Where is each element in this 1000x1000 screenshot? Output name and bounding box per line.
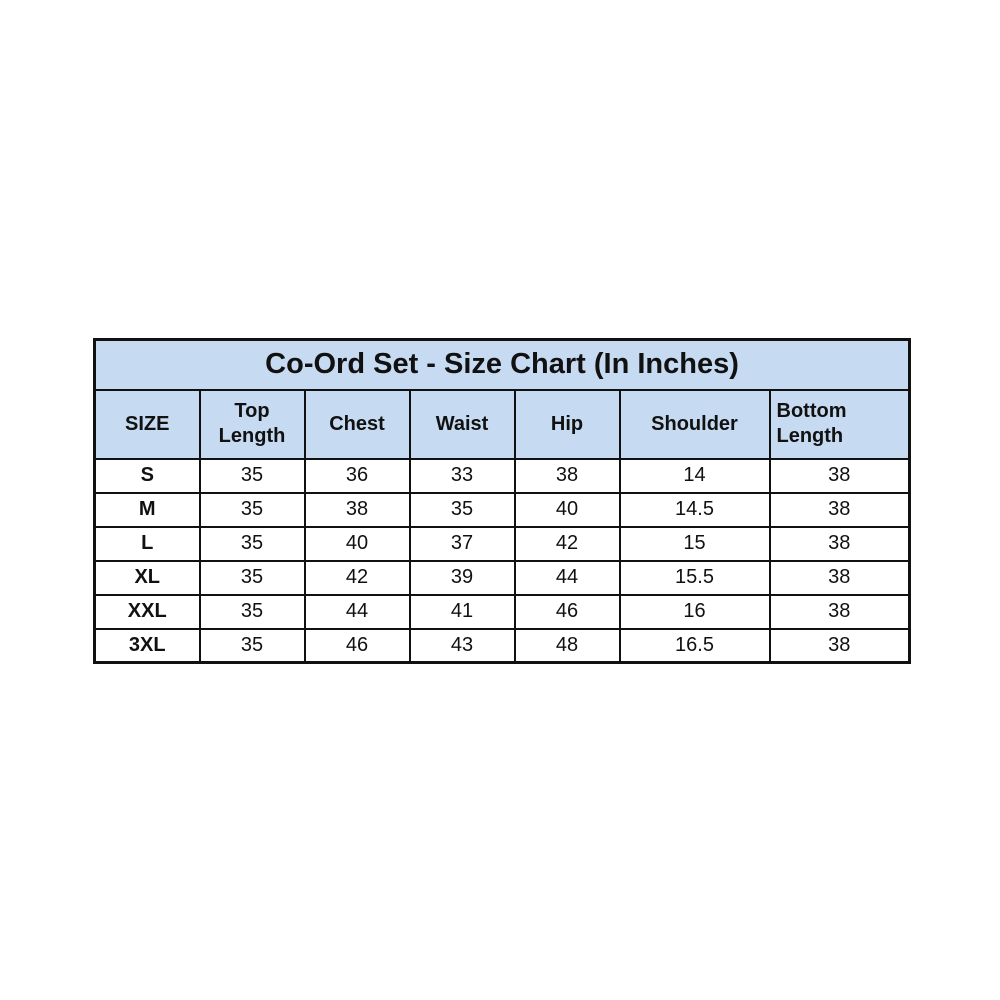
cell-bottom-length: 38 [768,457,911,494]
cell-chest: 38 [303,491,411,528]
column-header-shoulder: Shoulder [618,388,771,460]
cell-bottom-length: 38 [768,491,911,528]
cell-top-length: 35 [198,559,306,596]
title-row: Co-Ord Set - Size Chart (In Inches) [93,338,911,391]
table-row-xxl: XXL 35 44 41 46 16 38 [93,593,911,630]
table-row-xl: XL 35 42 39 44 15.5 38 [93,559,911,596]
cell-top-length: 35 [198,525,306,562]
size-chart-container: Co-Ord Set - Size Chart (In Inches) SIZE… [93,338,912,664]
cell-waist: 41 [408,593,516,630]
cell-top-length: 35 [198,491,306,528]
cell-hip: 46 [513,593,621,630]
cell-shoulder: 15.5 [618,559,771,596]
cell-chest: 44 [303,593,411,630]
cell-size: S [93,457,201,494]
table-row-m: M 35 38 35 40 14.5 38 [93,491,911,528]
cell-top-length: 35 [198,457,306,494]
cell-bottom-length: 38 [768,525,911,562]
cell-bottom-length: 38 [768,559,911,596]
cell-bottom-length: 38 [768,627,911,664]
cell-top-length: 35 [198,593,306,630]
cell-top-length: 35 [198,627,306,664]
cell-size: XL [93,559,201,596]
cell-chest: 36 [303,457,411,494]
cell-shoulder: 16.5 [618,627,771,664]
cell-bottom-length: 38 [768,593,911,630]
cell-shoulder: 15 [618,525,771,562]
cell-waist: 43 [408,627,516,664]
cell-size: L [93,525,201,562]
cell-waist: 33 [408,457,516,494]
cell-shoulder: 14.5 [618,491,771,528]
column-header-bottom-length: Bottom Length [768,388,911,460]
size-chart-title: Co-Ord Set - Size Chart (In Inches) [93,338,911,391]
cell-hip: 40 [513,491,621,528]
cell-chest: 42 [303,559,411,596]
cell-waist: 37 [408,525,516,562]
cell-size: XXL [93,593,201,630]
column-header-size: SIZE [93,388,201,460]
cell-hip: 42 [513,525,621,562]
cell-shoulder: 14 [618,457,771,494]
table-row-s: S 35 36 33 38 14 38 [93,457,911,494]
cell-waist: 39 [408,559,516,596]
table-row-3xl: 3XL 35 46 43 48 16.5 38 [93,627,911,664]
column-header-top-length: Top Length [198,388,306,460]
column-header-hip: Hip [513,388,621,460]
column-header-row: SIZE Top Length Chest Waist Hip Shoulder… [93,388,911,460]
cell-size: 3XL [93,627,201,664]
column-header-chest: Chest [303,388,411,460]
cell-hip: 48 [513,627,621,664]
cell-hip: 38 [513,457,621,494]
cell-waist: 35 [408,491,516,528]
cell-chest: 46 [303,627,411,664]
column-header-waist: Waist [408,388,516,460]
cell-shoulder: 16 [618,593,771,630]
cell-chest: 40 [303,525,411,562]
table-row-l: L 35 40 37 42 15 38 [93,525,911,562]
size-chart-table: Co-Ord Set - Size Chart (In Inches) SIZE… [93,338,912,664]
cell-hip: 44 [513,559,621,596]
cell-size: M [93,491,201,528]
